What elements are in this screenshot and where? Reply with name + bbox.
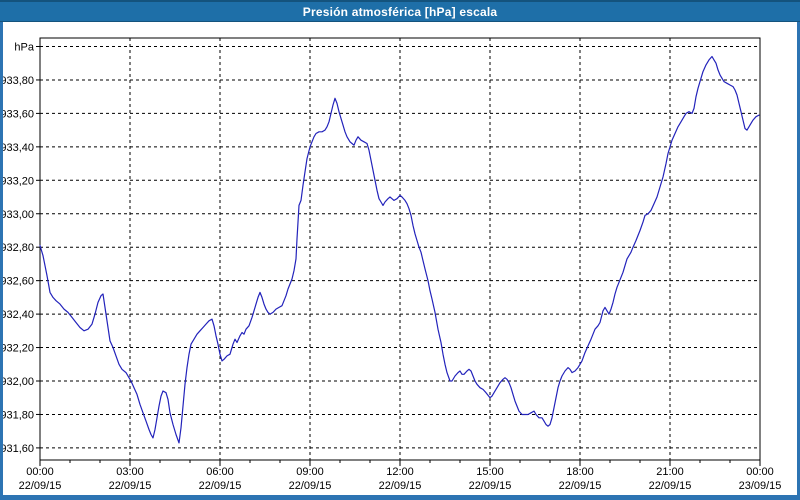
x-tick-time-label: 09:00 (296, 466, 324, 478)
pressure-chart: 933,80 933,60 933,40 933,20 933,00 932,80 932,… (0, 37, 782, 492)
x-tick-time-label: 21:00 (656, 466, 684, 478)
x-tick-time-label: 06:00 (206, 466, 234, 478)
x-tick-time-label: 03:00 (116, 466, 144, 478)
pressure-line (39, 55, 760, 444)
plot-border (39, 37, 761, 461)
x-tick-time-label: 18:00 (566, 466, 594, 478)
x-tick-date-label: 22/09/15 (559, 480, 602, 492)
x-tick-time-label: 00:00 (26, 466, 54, 478)
x-tick-time-label: 12:00 (386, 466, 414, 478)
y-tick-label: 931,60 (3, 443, 34, 455)
y-tick-label: 932,40 (3, 309, 34, 321)
x-tick-date-label: 22/09/15 (469, 480, 512, 492)
y-tick-label: 932,60 (3, 276, 34, 288)
titlebar: Presión atmosférica [hPa] escala (0, 0, 800, 22)
window-title: Presión atmosférica [hPa] escala (302, 5, 498, 19)
x-tick-date-label: 22/09/15 (19, 480, 62, 492)
y-axis-unit-label: hPa (14, 42, 34, 54)
x-tick-date-label: 22/09/15 (109, 480, 152, 492)
y-tick-label: 932,80 (3, 242, 34, 254)
y-tick-label: 931,80 (3, 409, 34, 421)
x-tick-date-label: 22/09/15 (199, 480, 242, 492)
y-tick-label: 933,80 (3, 75, 34, 87)
x-tick-time-label: 00:00 (746, 466, 774, 478)
x-tick-date-label: 23/09/15 (739, 480, 782, 492)
y-tick-label: 933,60 (3, 108, 34, 120)
x-tick-time-label: 15:00 (476, 466, 504, 478)
x-tick-date-label: 22/09/15 (289, 480, 332, 492)
y-tick-label: 932,00 (3, 376, 34, 388)
y-tick-label: 932,20 (3, 343, 34, 355)
y-tick-label: 933,40 (3, 142, 34, 154)
x-tick-date-label: 22/09/15 (379, 480, 422, 492)
x-tick-date-label: 22/09/15 (649, 480, 692, 492)
y-tick-label: 933,00 (3, 209, 34, 221)
chart-area: 933,80 933,60 933,40 933,20 933,00 932,80 932,… (0, 22, 797, 495)
y-tick-label: 933,20 (3, 175, 34, 187)
